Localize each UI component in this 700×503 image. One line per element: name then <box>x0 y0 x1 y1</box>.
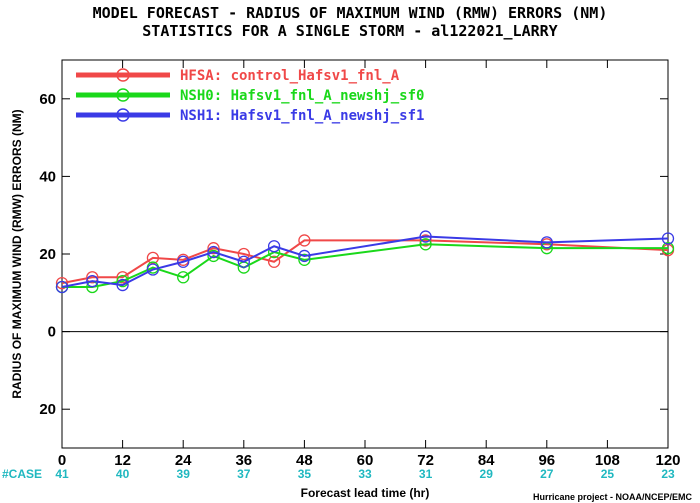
legend-entry-label: HFSA: control_Hafsv1_fnl_A <box>180 68 400 84</box>
legend-entry-label: NSH0: Hafsv1_fnl_A_newshj_sf0 <box>180 88 424 104</box>
x-tick-label: 48 <box>296 452 313 469</box>
credit-text: Hurricane project - NOAA/NCEP/EMC <box>533 492 693 502</box>
x-tick-label: 36 <box>235 452 252 469</box>
data-point <box>237 255 250 268</box>
x-tick-label: 108 <box>595 452 620 469</box>
case-count-row: 41 40 39 37 35 33 31 29 27 25 23 <box>55 467 675 481</box>
series-hfsa <box>55 234 675 290</box>
y-tick-label: 20 <box>39 401 56 418</box>
data-point <box>419 230 432 243</box>
x-tick-label: 72 <box>417 452 434 469</box>
data-point <box>55 276 69 290</box>
x-tick-label: 120 <box>655 452 680 469</box>
data-point <box>207 249 220 263</box>
series-nsh1 <box>55 230 675 294</box>
data-point <box>298 253 311 266</box>
y-axis-ticks: 20 0 20 40 60 <box>39 91 668 418</box>
data-point <box>116 278 129 292</box>
data-point <box>55 280 69 294</box>
x-tick-label: 60 <box>357 452 374 469</box>
x-tick-label: 84 <box>478 452 495 469</box>
case-count-value: 35 <box>298 467 312 481</box>
y-axis-label: RADIUS OF MAXIMUM WIND (RMW) ERRORS (NM) <box>10 109 24 398</box>
chart-title: MODEL FORECAST - RADIUS OF MAXIMUM WIND … <box>93 4 608 22</box>
case-count-value: 39 <box>177 467 191 481</box>
data-point <box>86 275 99 288</box>
case-count-value: 40 <box>116 467 130 481</box>
case-count-value: 29 <box>480 467 494 481</box>
data-point <box>177 271 190 284</box>
data-point <box>540 236 553 249</box>
series-layer <box>55 230 675 294</box>
data-point <box>419 238 432 251</box>
case-count-value: 23 <box>661 467 675 481</box>
data-point <box>207 245 220 259</box>
data-point <box>116 271 129 284</box>
case-count-value: 41 <box>55 467 69 481</box>
case-count-value: 27 <box>540 467 554 481</box>
x-axis-ticks: 0 12 24 36 48 60 72 84 96 108 120 <box>58 60 681 469</box>
data-point <box>207 242 220 255</box>
legend: HFSA: control_Hafsv1_fnl_A NSH0: Hafsv1_f… <box>76 68 424 124</box>
x-tick-label: 0 <box>58 452 66 469</box>
data-point <box>661 232 675 245</box>
data-point <box>146 263 160 276</box>
legend-swatch-marker <box>116 108 130 122</box>
case-count-label: #CASE <box>2 467 42 481</box>
data-point <box>661 242 675 255</box>
legend-entry-label: NSH1: Hafsv1_fnl_A_newshj_sf1 <box>180 108 424 124</box>
legend-swatch-marker <box>116 88 130 102</box>
y-tick-label: 40 <box>39 168 56 185</box>
data-point <box>298 249 311 263</box>
data-point <box>267 255 281 268</box>
series-line <box>62 243 668 288</box>
data-point <box>419 234 432 247</box>
x-tick-label: 12 <box>114 452 131 469</box>
x-axis-label: Forecast lead time (hr) <box>301 486 430 500</box>
x-tick-label: 24 <box>175 452 192 469</box>
y-tick-label: 60 <box>39 91 56 108</box>
data-point <box>267 240 281 253</box>
case-count-value: 31 <box>419 467 433 481</box>
data-point <box>177 255 190 268</box>
data-point <box>237 247 250 261</box>
case-count-value: 33 <box>358 467 372 481</box>
chart-subtitle: STATISTICS FOR A SINGLE STORM - al122021… <box>142 22 557 40</box>
legend-swatch-marker <box>116 68 130 82</box>
x-tick-label: 96 <box>538 452 555 469</box>
case-count-value: 37 <box>237 467 251 481</box>
case-count-value: 25 <box>601 467 615 481</box>
data-point <box>298 234 311 247</box>
data-point <box>86 271 99 284</box>
y-tick-label: 20 <box>39 246 56 263</box>
y-tick-label: 0 <box>48 324 56 341</box>
